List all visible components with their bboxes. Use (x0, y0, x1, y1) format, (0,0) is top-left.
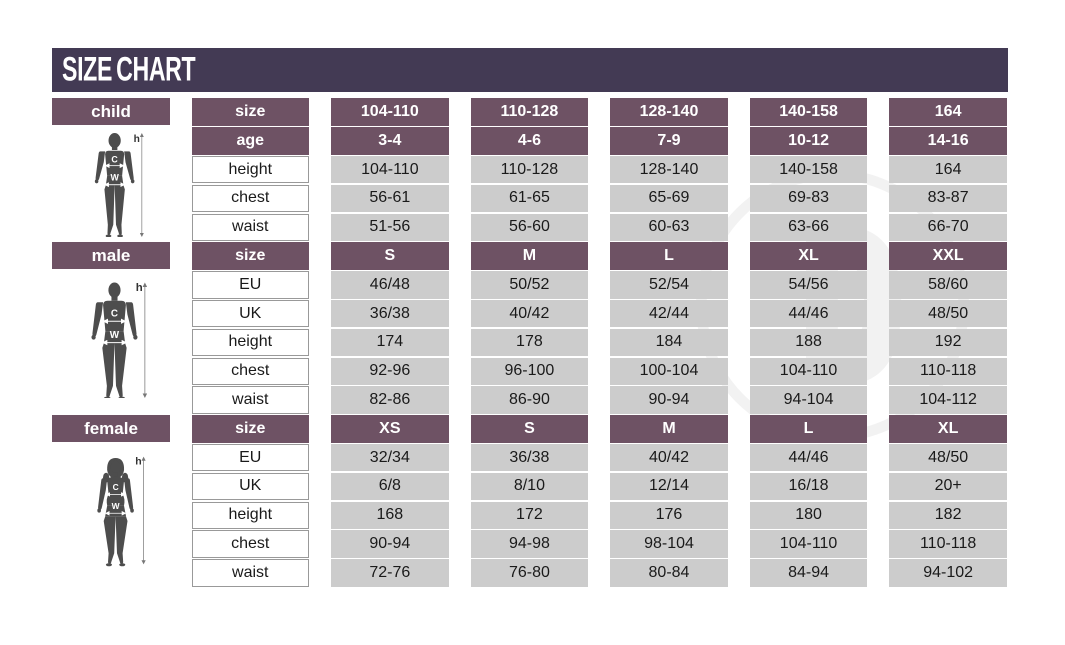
svg-text:C: C (111, 154, 118, 164)
svg-text:C: C (113, 482, 119, 492)
svg-text:h: h (134, 134, 140, 145)
svg-text:C: C (111, 309, 118, 320)
svg-text:W: W (110, 173, 119, 183)
svg-text:W: W (112, 501, 120, 511)
svg-text:h: h (136, 282, 143, 294)
svg-text:h: h (135, 455, 141, 467)
svg-text:W: W (110, 330, 120, 341)
